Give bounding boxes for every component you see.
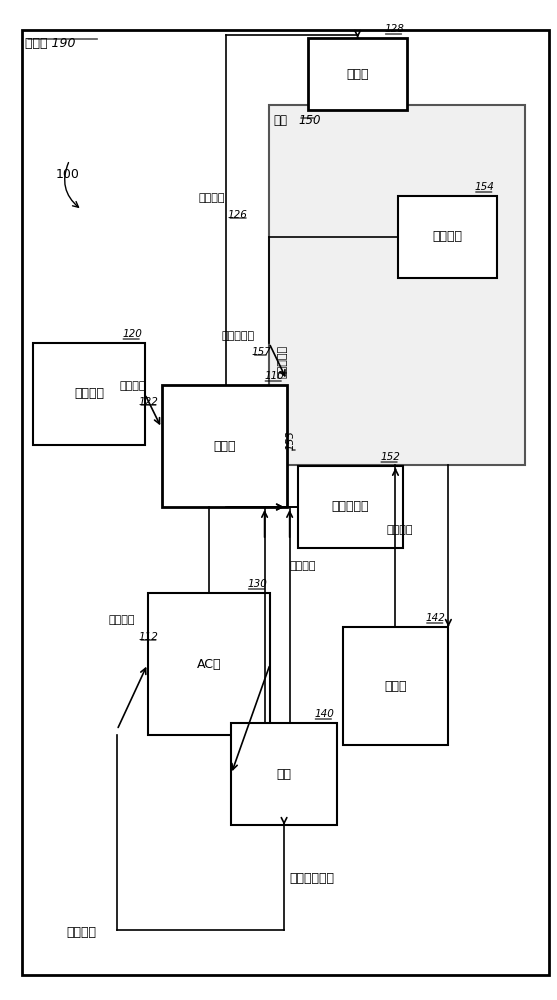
Text: 生物传感器: 生物传感器 <box>331 500 369 514</box>
Text: 门关闭输入: 门关闭输入 <box>222 331 255 341</box>
Text: 清洁空气: 清洁空气 <box>290 561 316 571</box>
Text: 输入装置: 输入装置 <box>74 387 104 400</box>
Bar <box>269 105 525 465</box>
Text: 150: 150 <box>298 114 320 127</box>
Text: 120: 120 <box>122 329 142 339</box>
Bar <box>148 593 270 735</box>
Text: 完成指示: 完成指示 <box>198 193 225 203</box>
Text: 130: 130 <box>247 579 267 589</box>
Text: 152: 152 <box>380 452 400 462</box>
Text: 128: 128 <box>384 24 404 34</box>
Text: 126: 126 <box>227 210 247 220</box>
Bar <box>308 38 407 110</box>
Text: 140: 140 <box>314 709 334 719</box>
Text: 门传感器: 门传感器 <box>433 231 463 243</box>
Text: 100: 100 <box>56 168 80 182</box>
Text: 净化请求: 净化请求 <box>120 381 146 391</box>
Text: 运行参数: 运行参数 <box>109 615 135 625</box>
Text: 飞行器 190: 飞行器 190 <box>25 37 76 50</box>
Text: 过滤器: 过滤器 <box>384 680 407 692</box>
Bar <box>33 343 145 445</box>
Text: 110: 110 <box>264 371 284 381</box>
Text: AC组: AC组 <box>197 658 221 670</box>
Text: 机舱: 机舱 <box>273 114 287 127</box>
Text: 112: 112 <box>138 632 158 642</box>
Text: 控制器: 控制器 <box>213 440 236 452</box>
Bar <box>343 627 448 745</box>
Text: 122: 122 <box>138 397 158 407</box>
Text: 经过滤的空气: 经过滤的空气 <box>290 871 335 884</box>
Text: 154: 154 <box>475 182 495 192</box>
Bar <box>231 723 337 825</box>
Text: 142: 142 <box>426 613 446 623</box>
Text: 污染物浓度: 污染物浓度 <box>277 345 287 378</box>
Text: 153: 153 <box>286 430 296 450</box>
Text: 环境空气: 环境空气 <box>67 926 97 940</box>
Text: 指示器: 指示器 <box>346 68 369 81</box>
Bar <box>298 466 403 548</box>
Text: 机舱空气: 机舱空气 <box>386 525 413 535</box>
Bar <box>162 385 287 507</box>
Text: 157: 157 <box>252 347 272 357</box>
Bar <box>398 196 497 278</box>
Text: 风扇: 风扇 <box>277 768 291 780</box>
